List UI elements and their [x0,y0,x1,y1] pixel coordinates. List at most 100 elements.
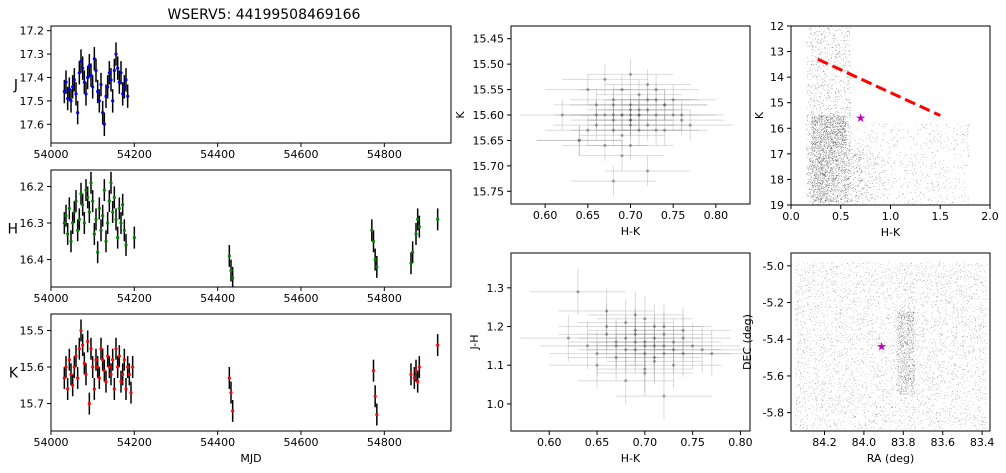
data-point [688,123,692,127]
data-point [109,181,113,185]
figure-title: WSERV5: 44199508469166 [168,7,361,23]
y-axis-label: K [9,366,19,382]
x-tick-label: 54400 [200,148,235,161]
data-point [111,358,115,362]
panel-lc_H: 54000 54200 54400 54600 54800 16.2 16.3 16.4 H [7,169,452,305]
x-tick-label: 54400 [200,292,235,305]
data-point [121,372,125,376]
plot-area-cc_KHK [519,59,733,197]
axes-frame [510,252,751,432]
data-point [116,66,120,70]
y-tick-label: 16.4 [20,254,45,267]
data-point [560,113,564,117]
x-tick-label: 83.8 [891,436,916,449]
y-tick-label: 1.0 [487,398,505,411]
data-point [117,206,121,210]
panels: 54000 54200 54400 54600 54800 17.2 17.3 17.4 17.… [7,20,998,465]
data-point [643,317,647,321]
data-point [595,363,599,367]
data-point [672,340,676,344]
data-point [69,239,73,243]
data-point [89,347,93,351]
data-point [227,254,231,258]
data-point [76,376,80,380]
data-point [629,103,632,107]
data-point [126,94,130,98]
data-point [87,64,91,68]
data-point [654,98,658,102]
data-point [106,354,110,358]
x-tick-label: 54000 [34,292,69,305]
data-point [671,98,675,102]
data-point [663,103,667,107]
data-point [119,71,123,75]
data-point [104,239,108,243]
data-point [229,268,233,273]
data-point [416,217,420,221]
data-point [603,77,607,81]
data-point [654,128,658,132]
data-point [82,80,86,84]
y-tick-label: 13 [770,46,784,59]
y-tick-label: 15 [770,97,784,110]
panel-sky: ★ 84.2 84.0 83.8 83.6 83.4 -5.8 -5.6 -5.4 -5.2 -5.… [741,252,994,465]
data-point [671,113,675,117]
data-point [129,391,133,395]
data-point [109,372,113,376]
data-point [67,87,71,91]
data-point [614,344,618,348]
data-point [112,195,116,200]
y-axis-label: DEC (deg) [741,314,754,370]
data-point [121,92,125,96]
data-point [629,123,632,127]
data-point [652,336,656,340]
data-point [620,154,624,158]
data-point [102,369,106,373]
data-point [710,352,714,356]
data-point [611,179,615,183]
data-point [637,108,641,112]
x-tick-label: 54200 [117,436,152,449]
data-point [409,261,413,265]
plot-area-cmd: ★ [806,26,971,205]
data-point [131,365,135,369]
data-point [82,361,86,365]
data-point [111,99,115,103]
data-point [605,325,609,329]
data-point [66,232,70,236]
data-point [101,358,105,362]
data-point [646,82,650,86]
data-point [373,394,377,398]
data-point [576,290,580,294]
data-point [624,336,628,340]
data-point [629,113,632,117]
data-point [99,82,103,87]
data-point [71,85,75,89]
data-point [662,332,666,336]
data-point [86,339,90,344]
data-point [122,85,126,89]
axes-frame [50,313,452,432]
plot-area-lc_J [62,42,130,136]
data-point [121,203,125,207]
data-point [681,352,685,356]
target-star-icon: ★ [855,111,866,125]
data-point [611,128,615,132]
reference-line [817,57,941,117]
y-tick-label: 15.65 [473,134,505,147]
x-tick-label: 0.75 [661,209,686,222]
data-point [101,110,105,115]
data-point [371,369,376,373]
y-tick-label: 15.75 [473,185,505,198]
data-point [436,343,440,347]
x-tick-label: 1.0 [882,210,900,223]
y-tick-label: 16 [770,122,784,135]
data-point [77,347,81,351]
x-tick-label: 83.6 [930,436,955,449]
data-point [594,113,598,117]
data-point [643,340,647,344]
data-point [229,391,233,395]
data-point [87,401,91,406]
data-point [691,344,695,348]
field-positions [795,261,987,430]
